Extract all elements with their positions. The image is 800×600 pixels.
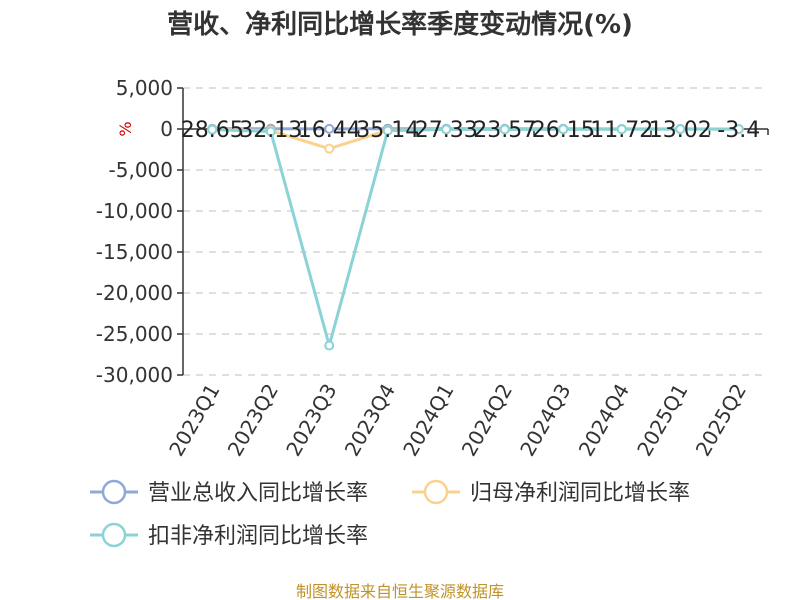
data-label: 26.15 [532, 118, 595, 143]
y-tick-label: -30,000 [96, 363, 173, 387]
data-point [733, 124, 744, 135]
legend-label: 营业总收入同比增长率 [148, 481, 368, 506]
data-point [558, 124, 569, 135]
y-tick-label: 0 [160, 117, 173, 141]
data-labels: 28.6532.1316.4435.1427.3323.5726.1511.72… [181, 118, 760, 143]
y-tick-label: -10,000 [96, 199, 173, 223]
x-tick-label: 2025Q2 [691, 380, 751, 461]
x-tick-label: 2024Q4 [574, 380, 634, 461]
y-tick-label: -15,000 [96, 240, 173, 264]
x-tick-label: 2024Q3 [515, 380, 575, 461]
legend-item: 扣非净利润同比增长率 [90, 522, 368, 549]
legend-marker-icon [423, 479, 449, 505]
legend-label: 归母净利润同比增长率 [470, 481, 690, 506]
data-point [265, 126, 276, 137]
data-label: 32.13 [239, 118, 302, 143]
legend-marker-icon [101, 479, 127, 505]
data-label: 28.65 [181, 118, 244, 143]
x-tick-label: 2024Q2 [457, 380, 517, 461]
chart-title: 营收、净利同比增长率季度变动情况(%) [167, 9, 633, 40]
data-label: -3.4 [717, 118, 760, 143]
data-point [616, 124, 627, 135]
y-tick-label: -5,000 [109, 158, 173, 182]
legend-item: 归母净利润同比增长率 [412, 479, 690, 506]
x-tick-label: 2024Q1 [398, 380, 458, 461]
data-label: 27.33 [415, 118, 478, 143]
data-label: 23.57 [473, 118, 536, 143]
data-label: 11.72 [590, 118, 653, 143]
x-tick-label: 2025Q1 [632, 380, 692, 461]
y-unit-label: % [116, 121, 135, 136]
data-point [324, 340, 335, 351]
series-line [212, 127, 739, 347]
data-label: 35.14 [356, 118, 419, 143]
data-point [675, 124, 686, 135]
data-point [207, 124, 218, 135]
data-point [382, 125, 393, 136]
y-tick-label: 5,000 [116, 76, 173, 100]
data-point [499, 124, 510, 135]
x-tick-label: 2023Q4 [340, 380, 400, 461]
data-label: 16.44 [298, 118, 361, 143]
x-tick-label: 2023Q2 [223, 380, 283, 461]
legend-label: 扣非净利润同比增长率 [148, 524, 368, 549]
legend-item: 营业总收入同比增长率 [90, 479, 368, 506]
y-tick-label: -25,000 [96, 322, 173, 346]
series-lines [207, 123, 744, 351]
data-label: 13.02 [649, 118, 712, 143]
data-point [324, 143, 335, 154]
x-tick-label: 2023Q1 [164, 380, 224, 461]
legend-marker-icon [101, 522, 127, 548]
data-point [441, 124, 452, 135]
data-point [324, 123, 335, 134]
x-tick-label: 2023Q3 [281, 380, 341, 461]
source-note: 制图数据来自恒生聚源数据库 [296, 582, 504, 600]
y-tick-label: -20,000 [96, 281, 173, 305]
